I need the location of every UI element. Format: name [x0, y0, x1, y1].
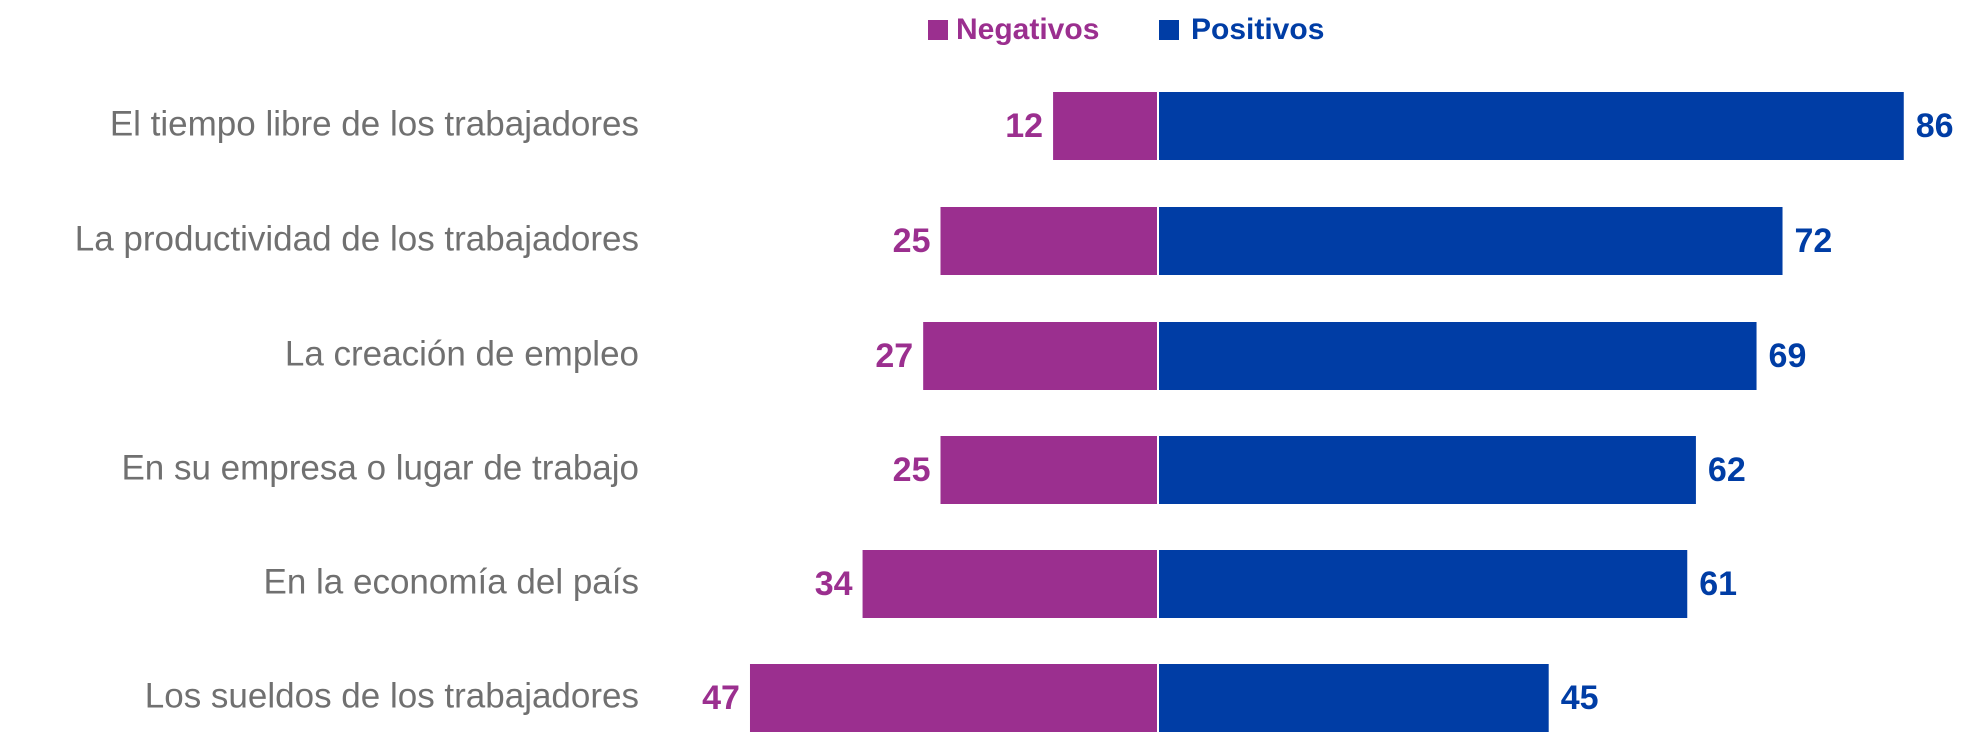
bar [1159, 664, 1549, 732]
category-label: En la economía del país [263, 562, 639, 601]
bar [940, 207, 1157, 275]
bar [749, 664, 1157, 732]
legend-label: Negativos [956, 13, 1099, 46]
value-label: 34 [815, 565, 853, 603]
bar [1159, 322, 1757, 390]
value-label: 25 [893, 451, 931, 489]
bar [862, 550, 1157, 618]
value-label: 86 [1916, 107, 1954, 145]
category-label: Los sueldos de los trabajadores [145, 676, 639, 715]
value-label: 69 [1769, 337, 1807, 375]
value-label: 61 [1699, 565, 1737, 603]
legend-label: Positivos [1191, 13, 1324, 46]
value-label: 62 [1708, 451, 1746, 489]
value-label: 45 [1561, 679, 1599, 717]
value-label: 27 [875, 337, 913, 375]
bar [1053, 92, 1157, 160]
value-label: 72 [1795, 222, 1833, 260]
bar [1159, 550, 1688, 618]
category-label: En su empresa o lugar de trabajo [121, 448, 639, 487]
value-label: 47 [702, 679, 740, 717]
bar [923, 322, 1157, 390]
category-label: La creación de empleo [285, 334, 639, 373]
value-label: 12 [1005, 107, 1043, 145]
bar [940, 436, 1157, 504]
value-label: 25 [893, 222, 931, 260]
bar [1159, 436, 1696, 504]
category-label: La productividad de los trabajadores [75, 219, 639, 258]
bar [1159, 92, 1904, 160]
legend-swatch [928, 20, 948, 40]
bar [1159, 207, 1783, 275]
category-label: El tiempo libre de los trabajadores [110, 104, 639, 143]
legend-swatch [1159, 20, 1179, 40]
